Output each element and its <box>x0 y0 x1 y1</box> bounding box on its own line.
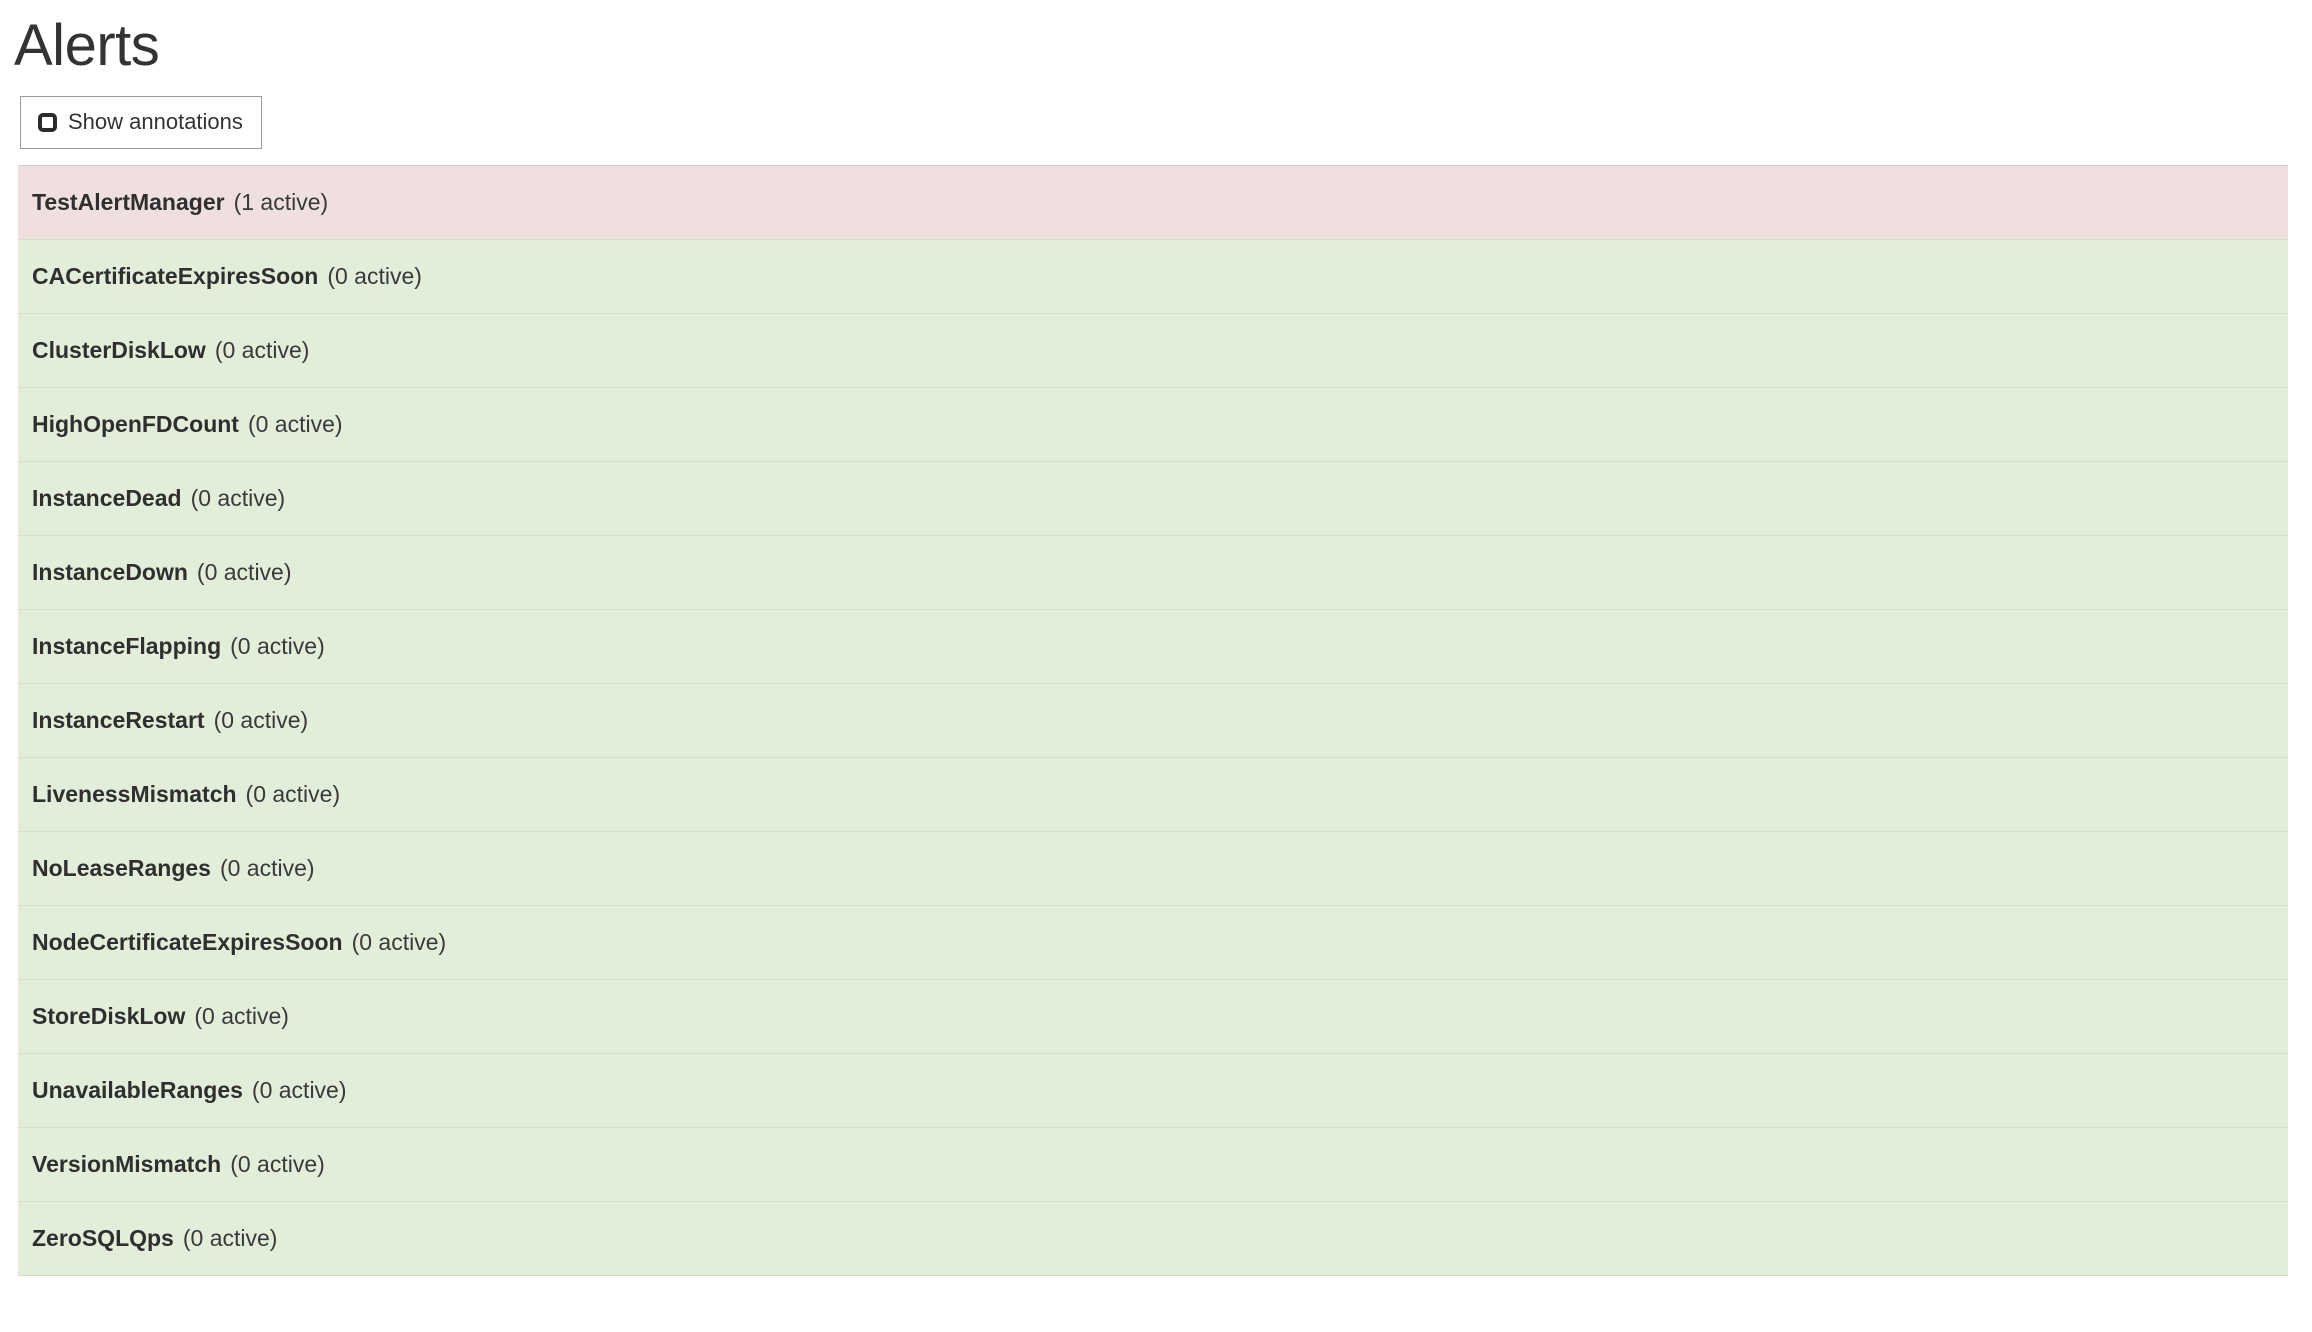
alert-name: StoreDiskLow <box>32 1002 186 1029</box>
alert-row[interactable]: HighOpenFDCount (0 active) <box>18 387 2288 462</box>
alert-name: InstanceRestart <box>32 706 205 733</box>
alert-row[interactable]: NodeCertificateExpiresSoon (0 active) <box>18 905 2288 980</box>
alert-row[interactable]: TestAlertManager (1 active) <box>18 165 2288 240</box>
alert-active-count: (0 active) <box>245 780 341 807</box>
alert-row[interactable]: LivenessMismatch (0 active) <box>18 757 2288 832</box>
alert-name: HighOpenFDCount <box>32 410 239 437</box>
alert-row[interactable]: InstanceDead (0 active) <box>18 461 2288 536</box>
alert-active-count: (0 active) <box>213 706 309 733</box>
alert-name: NoLeaseRanges <box>32 854 211 881</box>
alert-row[interactable]: StoreDiskLow (0 active) <box>18 979 2288 1054</box>
alert-row[interactable]: InstanceRestart (0 active) <box>18 683 2288 758</box>
alert-row[interactable]: ZeroSQLQps (0 active) <box>18 1201 2288 1276</box>
alert-active-count: (0 active) <box>194 1002 289 1029</box>
alert-active-count: (0 active) <box>190 484 286 511</box>
alert-name: NodeCertificateExpiresSoon <box>32 928 343 955</box>
alert-row[interactable]: NoLeaseRanges (0 active) <box>18 831 2288 906</box>
alert-active-count: (0 active) <box>214 336 310 363</box>
alert-name: InstanceDead <box>32 484 182 511</box>
toolbar: Show annotations <box>0 78 2312 149</box>
page-title: Alerts <box>14 13 160 78</box>
checkbox-unchecked-icon <box>38 112 57 132</box>
alert-row[interactable]: VersionMismatch (0 active) <box>18 1127 2288 1202</box>
alert-name: VersionMismatch <box>32 1150 222 1177</box>
alert-active-count: (0 active) <box>230 632 325 659</box>
alert-active-count: (0 active) <box>351 928 447 955</box>
alert-active-count: (1 active) <box>233 188 329 215</box>
alert-list: TestAlertManager (1 active) CACertificateE… <box>18 164 2288 1276</box>
alert-row[interactable]: InstanceFlapping (0 active) <box>18 609 2288 684</box>
alert-active-count: (0 active) <box>251 1076 347 1103</box>
alert-row[interactable]: UnavailableRanges (0 active) <box>18 1053 2288 1128</box>
show-annotations-button[interactable]: Show annotations <box>20 95 262 149</box>
alert-active-count: (0 active) <box>196 558 292 585</box>
alert-name: InstanceDown <box>32 558 188 585</box>
alert-active-count: (0 active) <box>247 410 343 437</box>
alert-name: LivenessMismatch <box>32 780 237 807</box>
alert-active-count: (0 active) <box>219 854 315 881</box>
alert-row[interactable]: CACertificateExpiresSoon (0 active) <box>18 239 2288 314</box>
alert-name: ClusterDiskLow <box>32 336 206 363</box>
alert-name: TestAlertManager <box>32 188 225 215</box>
alert-active-count: (0 active) <box>182 1224 278 1251</box>
alert-name: CACertificateExpiresSoon <box>32 262 319 289</box>
show-annotations-label: Show annotations <box>68 109 243 135</box>
alert-active-count: (0 active) <box>230 1150 325 1177</box>
alert-name: UnavailableRanges <box>32 1076 243 1103</box>
alert-active-count: (0 active) <box>327 262 422 289</box>
alert-row[interactable]: InstanceDown (0 active) <box>18 535 2288 610</box>
alert-row[interactable]: ClusterDiskLow (0 active) <box>18 313 2288 388</box>
alert-name: InstanceFlapping <box>32 632 222 659</box>
alert-name: ZeroSQLQps <box>32 1224 174 1251</box>
